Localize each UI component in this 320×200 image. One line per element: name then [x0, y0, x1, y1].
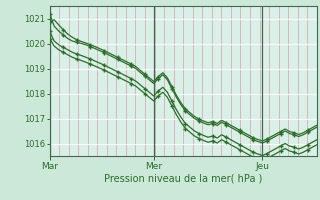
X-axis label: Pression niveau de la mer( hPa ): Pression niveau de la mer( hPa ) — [104, 173, 262, 183]
